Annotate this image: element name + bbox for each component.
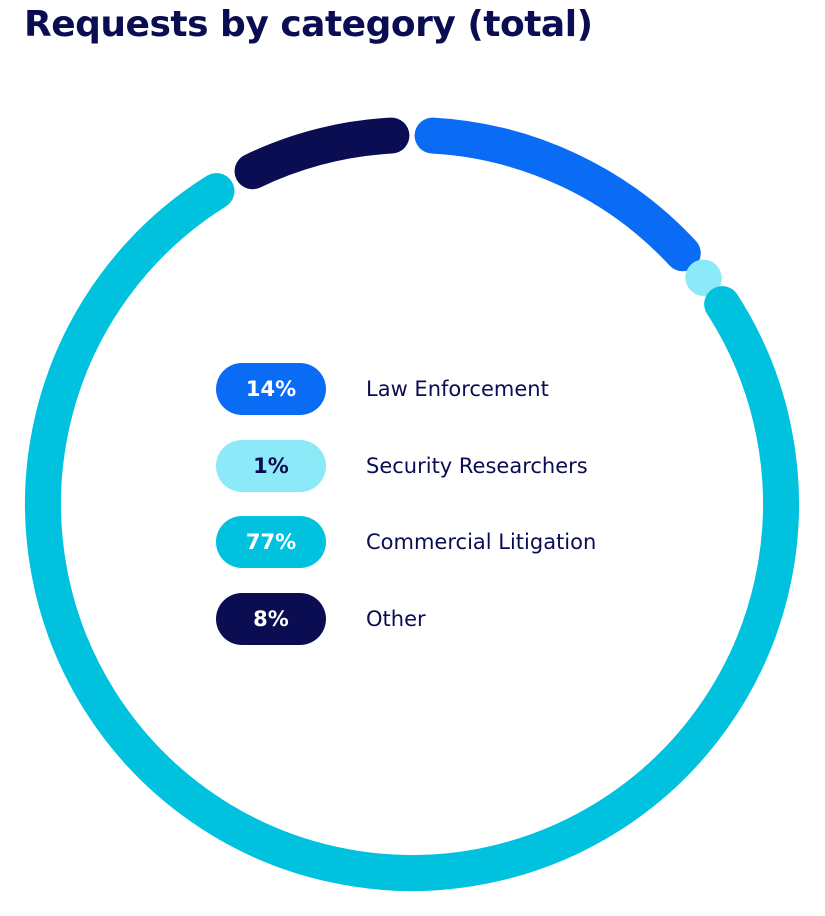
donut-segment-other: [234, 117, 410, 190]
legend-label: Commercial Litigation: [366, 530, 597, 554]
legend-value-badge: 77%: [216, 516, 326, 568]
legend-label: Other: [366, 606, 426, 631]
legend-value-badge: 1%: [216, 439, 326, 492]
legend-item-commercial-litigation: 77% Commercial Litigation: [216, 516, 736, 568]
chart-title: Requests by category (total): [24, 4, 593, 45]
legend-label: Security Researchers: [366, 453, 588, 478]
donut-segment-law-enforcement: [414, 117, 701, 272]
legend-item-security-researchers: 1% Security Researchers: [216, 439, 736, 492]
donut-segment-commercial-litigation: [25, 173, 799, 891]
legend-value-badge: 14%: [216, 363, 326, 415]
legend-item-law-enforcement: 14% Law Enforcement: [216, 363, 736, 415]
legend-item-other: 8% Other: [216, 592, 736, 645]
legend-value-badge: 8%: [216, 592, 326, 645]
legend-label: Law Enforcement: [366, 377, 549, 401]
chart-legend: 14% Law Enforcement 1% Security Researchers…: [216, 363, 736, 669]
